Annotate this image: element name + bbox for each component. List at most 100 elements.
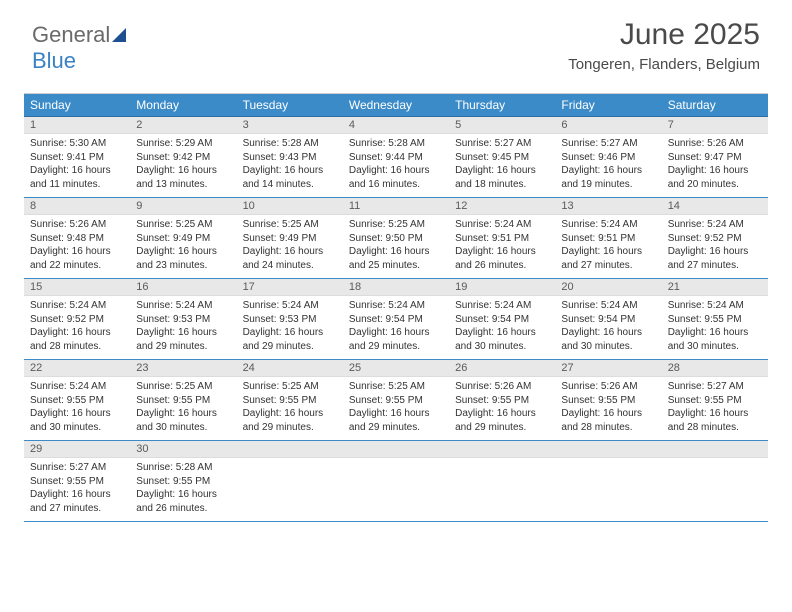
day-sunset: Sunset: 9:44 PM (349, 151, 443, 165)
weekday-header-row: Sunday Monday Tuesday Wednesday Thursday… (24, 94, 768, 117)
day-body (662, 458, 768, 508)
day-sunset: Sunset: 9:41 PM (30, 151, 124, 165)
day-cell: 5Sunrise: 5:27 AMSunset: 9:45 PMDaylight… (449, 117, 555, 197)
day-day1: Daylight: 16 hours (30, 326, 124, 340)
day-day1: Daylight: 16 hours (349, 164, 443, 178)
day-sunrise: Sunrise: 5:24 AM (136, 299, 230, 313)
day-cell: 12Sunrise: 5:24 AMSunset: 9:51 PMDayligh… (449, 198, 555, 278)
day-day2: and 30 minutes. (30, 421, 124, 435)
day-number: 8 (24, 198, 130, 215)
day-number: 30 (130, 441, 236, 458)
day-sunset: Sunset: 9:47 PM (668, 151, 762, 165)
day-day1: Daylight: 16 hours (30, 245, 124, 259)
day-day2: and 28 minutes. (668, 421, 762, 435)
day-body (555, 458, 661, 508)
day-day1: Daylight: 16 hours (668, 326, 762, 340)
day-sunrise: Sunrise: 5:27 AM (668, 380, 762, 394)
day-number: 9 (130, 198, 236, 215)
day-cell: 10Sunrise: 5:25 AMSunset: 9:49 PMDayligh… (237, 198, 343, 278)
day-day2: and 29 minutes. (349, 340, 443, 354)
day-cell: 9Sunrise: 5:25 AMSunset: 9:49 PMDaylight… (130, 198, 236, 278)
day-sunrise: Sunrise: 5:26 AM (561, 380, 655, 394)
day-body: Sunrise: 5:24 AMSunset: 9:51 PMDaylight:… (449, 215, 555, 272)
day-number (662, 441, 768, 458)
day-cell (343, 441, 449, 521)
day-sunset: Sunset: 9:50 PM (349, 232, 443, 246)
day-day1: Daylight: 16 hours (349, 245, 443, 259)
day-day1: Daylight: 16 hours (30, 488, 124, 502)
day-day2: and 29 minutes. (455, 421, 549, 435)
day-number: 27 (555, 360, 661, 377)
day-day1: Daylight: 16 hours (561, 245, 655, 259)
day-cell: 4Sunrise: 5:28 AMSunset: 9:44 PMDaylight… (343, 117, 449, 197)
day-day2: and 30 minutes. (136, 421, 230, 435)
day-sunset: Sunset: 9:55 PM (243, 394, 337, 408)
day-cell: 29Sunrise: 5:27 AMSunset: 9:55 PMDayligh… (24, 441, 130, 521)
day-sunset: Sunset: 9:55 PM (136, 475, 230, 489)
day-sunrise: Sunrise: 5:24 AM (455, 299, 549, 313)
day-sunrise: Sunrise: 5:24 AM (243, 299, 337, 313)
day-day2: and 19 minutes. (561, 178, 655, 192)
day-sunset: Sunset: 9:54 PM (455, 313, 549, 327)
day-number: 14 (662, 198, 768, 215)
day-sunrise: Sunrise: 5:27 AM (30, 461, 124, 475)
day-sunset: Sunset: 9:49 PM (243, 232, 337, 246)
day-number: 21 (662, 279, 768, 296)
day-body: Sunrise: 5:25 AMSunset: 9:55 PMDaylight:… (343, 377, 449, 434)
day-cell (662, 441, 768, 521)
day-sunrise: Sunrise: 5:25 AM (349, 218, 443, 232)
day-day2: and 29 minutes. (243, 421, 337, 435)
day-day1: Daylight: 16 hours (455, 164, 549, 178)
day-cell (555, 441, 661, 521)
day-sunset: Sunset: 9:46 PM (561, 151, 655, 165)
day-sunrise: Sunrise: 5:27 AM (561, 137, 655, 151)
day-day2: and 28 minutes. (561, 421, 655, 435)
day-day2: and 25 minutes. (349, 259, 443, 273)
day-sunset: Sunset: 9:54 PM (349, 313, 443, 327)
day-number: 5 (449, 117, 555, 134)
day-cell: 3Sunrise: 5:28 AMSunset: 9:43 PMDaylight… (237, 117, 343, 197)
day-day1: Daylight: 16 hours (136, 407, 230, 421)
day-day2: and 29 minutes. (243, 340, 337, 354)
day-day1: Daylight: 16 hours (243, 326, 337, 340)
week-row: 8Sunrise: 5:26 AMSunset: 9:48 PMDaylight… (24, 198, 768, 279)
day-cell: 16Sunrise: 5:24 AMSunset: 9:53 PMDayligh… (130, 279, 236, 359)
day-day2: and 14 minutes. (243, 178, 337, 192)
day-number: 23 (130, 360, 236, 377)
day-body: Sunrise: 5:28 AMSunset: 9:43 PMDaylight:… (237, 134, 343, 191)
day-body: Sunrise: 5:24 AMSunset: 9:54 PMDaylight:… (343, 296, 449, 353)
day-sunset: Sunset: 9:48 PM (30, 232, 124, 246)
day-number: 2 (130, 117, 236, 134)
day-day2: and 23 minutes. (136, 259, 230, 273)
day-sunrise: Sunrise: 5:24 AM (668, 218, 762, 232)
day-cell: 7Sunrise: 5:26 AMSunset: 9:47 PMDaylight… (662, 117, 768, 197)
weekday-header: Wednesday (343, 94, 449, 117)
day-sunset: Sunset: 9:55 PM (30, 475, 124, 489)
day-number: 1 (24, 117, 130, 134)
day-day1: Daylight: 16 hours (243, 245, 337, 259)
day-sunrise: Sunrise: 5:24 AM (561, 218, 655, 232)
day-number: 17 (237, 279, 343, 296)
weekday-header: Sunday (24, 94, 130, 117)
day-day2: and 27 minutes. (668, 259, 762, 273)
day-body: Sunrise: 5:24 AMSunset: 9:52 PMDaylight:… (662, 215, 768, 272)
day-day1: Daylight: 16 hours (349, 407, 443, 421)
day-cell: 8Sunrise: 5:26 AMSunset: 9:48 PMDaylight… (24, 198, 130, 278)
day-sunrise: Sunrise: 5:29 AM (136, 137, 230, 151)
day-sunset: Sunset: 9:55 PM (668, 313, 762, 327)
day-cell: 14Sunrise: 5:24 AMSunset: 9:52 PMDayligh… (662, 198, 768, 278)
day-number (449, 441, 555, 458)
day-day2: and 29 minutes. (136, 340, 230, 354)
day-cell (237, 441, 343, 521)
weekday-header: Monday (130, 94, 236, 117)
day-number: 3 (237, 117, 343, 134)
weekday-header: Saturday (662, 94, 768, 117)
day-body (449, 458, 555, 508)
day-sunrise: Sunrise: 5:24 AM (455, 218, 549, 232)
day-day2: and 26 minutes. (455, 259, 549, 273)
day-body: Sunrise: 5:25 AMSunset: 9:55 PMDaylight:… (237, 377, 343, 434)
logo-text-part2: Blue (32, 48, 76, 73)
day-number: 15 (24, 279, 130, 296)
day-body: Sunrise: 5:27 AMSunset: 9:55 PMDaylight:… (24, 458, 130, 515)
page-subtitle: Tongeren, Flanders, Belgium (32, 56, 760, 73)
